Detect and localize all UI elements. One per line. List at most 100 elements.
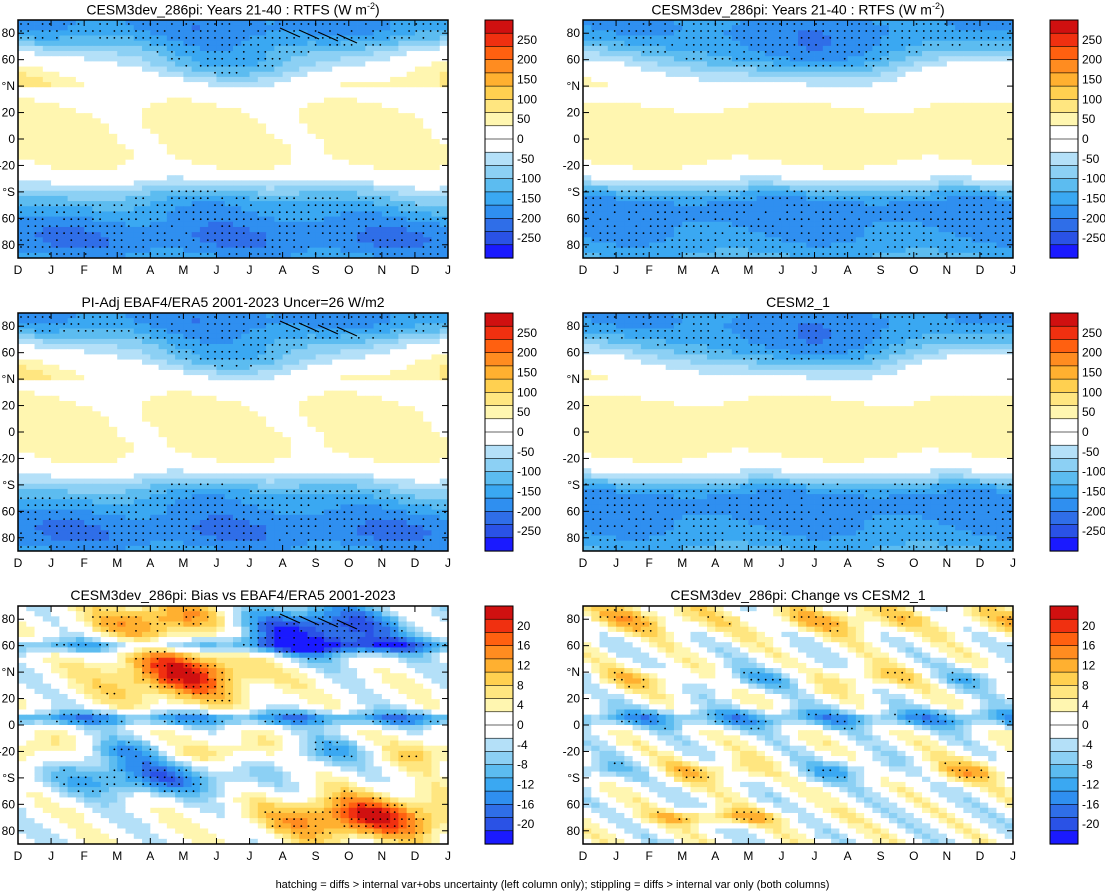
heatmap-cell [423, 175, 432, 181]
heatmap-cell [257, 139, 267, 145]
heatmap-cell [583, 201, 592, 207]
stipple-dot [92, 211, 94, 214]
heatmap-cell [971, 92, 981, 98]
heatmap-cell [158, 128, 168, 135]
heatmap-cell [624, 164, 634, 171]
stipple-dot [379, 225, 382, 228]
heatmap-cell [100, 226, 110, 233]
heatmap-cell [59, 164, 69, 171]
heatmap-cell [698, 180, 708, 186]
heatmap-cell [748, 45, 758, 52]
heatmap-cell [591, 92, 600, 98]
heatmap-cell [365, 66, 374, 73]
heatmap-cell [373, 92, 383, 98]
heatmap-cell [657, 201, 667, 207]
heatmap-cell [274, 247, 284, 254]
heatmap-cell [373, 164, 383, 171]
heatmap-cell [690, 76, 700, 83]
stipple-dot [27, 30, 30, 32]
heatmap-cell [348, 20, 358, 26]
heatmap-cell [67, 180, 77, 186]
heatmap-cell [100, 118, 110, 124]
stipple-dot [242, 44, 245, 46]
heatmap-cell [199, 133, 209, 140]
heatmap-cell [864, 66, 873, 73]
heatmap-cell [340, 56, 350, 62]
stipple-dot [199, 218, 202, 221]
heatmap-cell [216, 252, 226, 259]
heatmap-cell [390, 118, 399, 124]
heatmap-cell [632, 40, 642, 47]
heatmap-cell [208, 242, 217, 249]
heatmap-cell [406, 128, 416, 135]
stipple-dot [271, 23, 274, 25]
heatmap-cell [315, 107, 325, 114]
heatmap-cell [414, 66, 424, 73]
heatmap-cell [624, 30, 634, 36]
heatmap-cell [42, 164, 52, 171]
heatmap-cell [864, 107, 873, 114]
stipple-dot [386, 37, 389, 39]
heatmap-cell [1004, 97, 1014, 104]
heatmap-cell [640, 92, 650, 98]
heatmap-cell [673, 102, 683, 109]
y-tick-label: 80 [2, 26, 16, 40]
colorbar-swatch [484, 32, 514, 48]
heatmap-cell [938, 40, 948, 47]
heatmap-cell [414, 128, 424, 135]
heatmap-cell [51, 35, 60, 42]
heatmap-cell [971, 35, 981, 42]
stipple-dot [242, 37, 245, 39]
heatmap-cell [855, 92, 865, 98]
stipple-dot [379, 30, 382, 32]
heatmap-cell [806, 139, 815, 145]
heatmap-cell [357, 154, 366, 161]
heatmap-cell [233, 45, 242, 52]
heatmap-cell [117, 97, 126, 104]
heatmap-cell [117, 252, 126, 259]
heatmap-cell [42, 51, 52, 57]
heatmap-cell [723, 45, 733, 52]
heatmap-cell [930, 154, 939, 161]
heatmap-cell [142, 185, 151, 192]
heatmap-cell [632, 185, 642, 192]
heatmap-cell [781, 61, 791, 67]
heatmap-cell [616, 123, 625, 130]
stipple-dot [343, 239, 346, 242]
heatmap-cell [357, 25, 366, 31]
heatmap-cell [872, 170, 882, 176]
heatmap-cell [175, 107, 184, 114]
heatmap-cell [822, 123, 832, 130]
heatmap-cell [216, 201, 226, 207]
stipple-dot [436, 239, 439, 242]
heatmap-cell [938, 102, 948, 109]
heatmap-cell [233, 107, 242, 114]
panel-title-text: CESM3dev_286pi: Years 21-40 : RTFS (W m [651, 1, 932, 18]
heatmap-cell [731, 118, 741, 124]
heatmap-cell [216, 71, 226, 78]
heatmap-cell [249, 71, 259, 78]
heatmap-cell [75, 206, 85, 212]
heatmap-cell [423, 51, 432, 57]
heatmap-cell [357, 66, 366, 73]
heatmap-cell [42, 170, 52, 176]
heatmap-cell [731, 45, 741, 52]
heatmap-cell [26, 226, 35, 233]
stipple-dot [206, 23, 209, 25]
heatmap-cell [274, 20, 284, 26]
heatmap-cell [290, 87, 300, 93]
heatmap-cell [241, 107, 250, 114]
heatmap-cell [249, 242, 259, 249]
stipple-dot [48, 225, 51, 228]
heatmap-cell [67, 154, 77, 161]
heatmap-cell [340, 180, 350, 186]
heatmap-cell [649, 170, 658, 176]
heatmap-cell [274, 190, 284, 197]
heatmap-cell [946, 180, 956, 186]
heatmap-cell [847, 92, 857, 98]
heatmap-cell [100, 242, 110, 249]
stipple-dot [214, 51, 216, 53]
heatmap-cell [988, 87, 997, 93]
heatmap-cell [18, 45, 27, 52]
heatmap-cell [249, 170, 259, 176]
